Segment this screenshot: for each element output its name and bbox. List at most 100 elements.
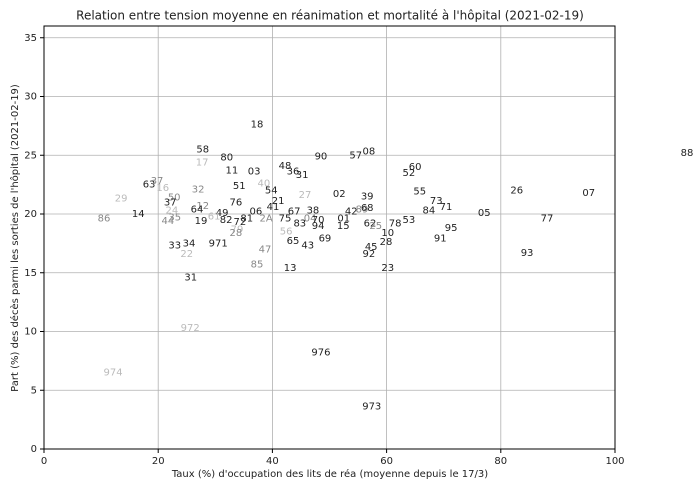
point-label: 44 [162, 216, 175, 227]
point-label: 56 [280, 227, 293, 238]
point-label: 75 [279, 214, 292, 225]
point-label: 13 [284, 263, 297, 274]
point-label: 25 [369, 221, 382, 232]
point-label: 41 [267, 202, 280, 213]
point-label: 28 [380, 237, 393, 248]
y-tick-label: 30 [24, 92, 37, 103]
point-label: 23 [381, 263, 394, 274]
point-label: 79 [231, 224, 244, 235]
point-label: 81 [240, 214, 253, 225]
point-label: 55 [413, 187, 426, 198]
point-label: 65 [287, 236, 300, 247]
point-label: 38 [307, 205, 320, 216]
y-tick-label: 0 [31, 444, 37, 455]
point-label: 974 [104, 368, 123, 379]
point-label: 58 [196, 144, 209, 155]
y-tick-label: 35 [24, 33, 37, 44]
point-label: 17 [196, 157, 209, 168]
point-label: 33 [168, 241, 181, 252]
point-label: 36 [287, 167, 300, 178]
point-label: 32 [192, 184, 205, 195]
point-label: 71 [440, 202, 453, 213]
point-label: 90 [315, 151, 328, 162]
point-label: 60 [409, 162, 422, 173]
x-tick-label: 60 [380, 456, 393, 467]
point-label: 93 [521, 248, 534, 259]
point-label: 31 [296, 170, 309, 181]
point-label: 67 [288, 207, 301, 218]
x-tick-label: 20 [152, 456, 165, 467]
point-label: 976 [311, 348, 330, 359]
point-label: 21 [272, 196, 285, 207]
point-label: 03 [248, 167, 261, 178]
point-label: 69 [319, 234, 332, 245]
plot-frame [43, 25, 616, 450]
point-label: 07 [582, 188, 595, 199]
point-label: 62 [364, 218, 377, 229]
point-label: 53 [403, 215, 416, 226]
point-label: 83 [293, 218, 306, 229]
y-tick-label: 20 [24, 209, 37, 220]
point-label: 73 [430, 196, 443, 207]
x-tick-label: 80 [494, 456, 507, 467]
point-label: 57 [349, 150, 362, 161]
point-label: 68 [361, 203, 374, 214]
point-label: 78 [389, 218, 402, 229]
point-label: 91 [434, 234, 447, 245]
point-label: 43 [301, 241, 314, 252]
point-label: 47 [259, 244, 272, 255]
point-label: 34 [183, 238, 196, 249]
point-label: 35 [168, 213, 181, 224]
point-label: 92 [363, 249, 376, 260]
point-label: 61 [208, 211, 221, 222]
point-label: 15 [337, 221, 350, 232]
point-label: 54 [265, 186, 278, 197]
point-label: 02 [333, 189, 346, 200]
point-label: 08 [363, 147, 376, 158]
point-label: 2A [260, 214, 273, 225]
point-label: 973 [362, 402, 381, 413]
point-label: 972 [181, 323, 200, 334]
y-tick-label: 10 [24, 327, 37, 338]
point-label: 72 [233, 217, 246, 228]
point-label: 64 [191, 204, 204, 215]
point-label: 48 [279, 161, 292, 172]
point-label: 05 [478, 208, 491, 219]
point-label: 77 [541, 214, 554, 225]
y-tick-label: 5 [31, 385, 37, 396]
point-label: 85 [251, 260, 264, 271]
x-axis-label: Taux (%) d'occupation des lits de réa (m… [171, 468, 488, 480]
point-label: 94 [312, 221, 325, 232]
point-label: 24 [166, 205, 179, 216]
point-label: 70 [312, 215, 325, 226]
point-label: 37 [151, 176, 164, 187]
point-label: 51 [233, 181, 246, 192]
point-label: 95 [445, 223, 458, 234]
point-label: 16 [156, 183, 169, 194]
x-tick-label: 40 [266, 456, 279, 467]
point-label: 63 [143, 180, 156, 191]
point-label: 31 [184, 272, 197, 283]
point-label: 37 [164, 197, 177, 208]
point-label: 10 [381, 228, 394, 239]
x-tick-label: 0 [41, 456, 47, 467]
point-label: 14 [132, 209, 145, 220]
point-label: 971 [209, 238, 228, 249]
point-label: 89 [356, 204, 369, 215]
point-label: 22 [180, 249, 193, 260]
point-label: 45 [365, 242, 378, 253]
point-label: 52 [403, 168, 416, 179]
point-label: 76 [229, 197, 242, 208]
point-label: 29 [115, 194, 128, 205]
point-label: 06 [249, 207, 262, 218]
point-label: 86 [98, 214, 111, 225]
point-label: 27 [299, 190, 312, 201]
point-label: 39 [361, 191, 374, 202]
point-label: 18 [251, 120, 264, 131]
point-label: 42 [345, 207, 358, 218]
point-label: 19 [195, 216, 208, 227]
point-label: 88 [681, 148, 694, 159]
y-tick-label: 15 [24, 268, 37, 279]
